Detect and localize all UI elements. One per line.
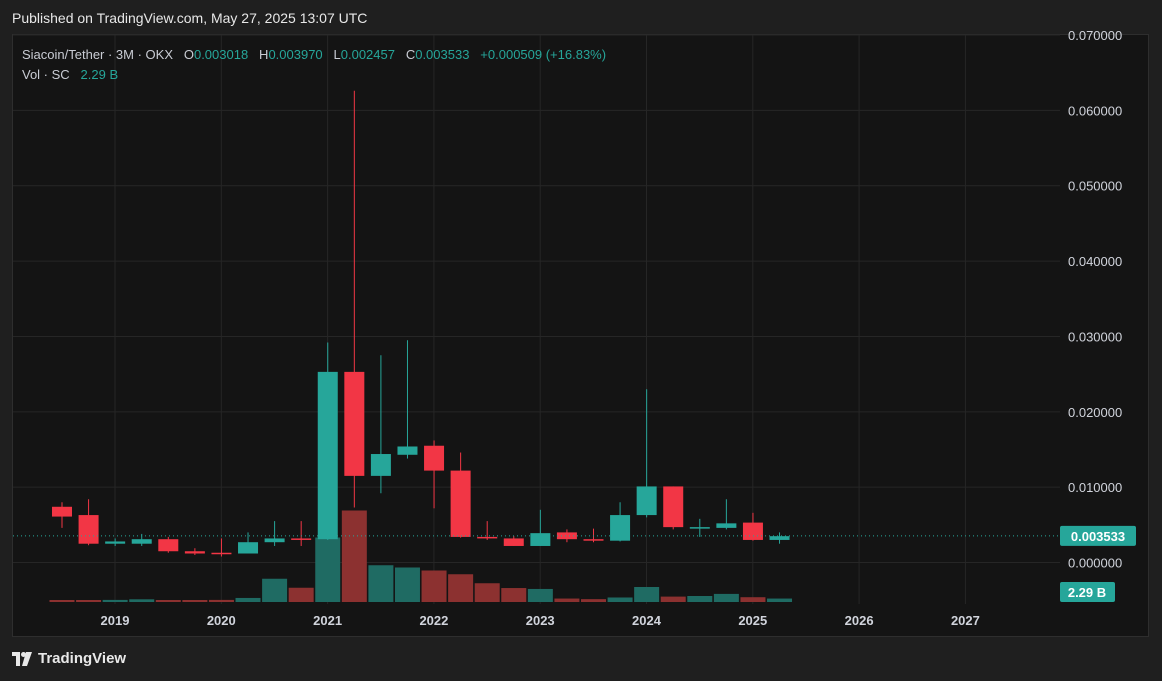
candle-body — [184, 551, 205, 554]
volume-bar — [554, 598, 580, 602]
candle-body — [610, 515, 631, 541]
brand-name: TradingView — [38, 650, 127, 667]
volume-bar — [448, 574, 474, 602]
volume-bar — [474, 583, 500, 602]
candle-body — [370, 454, 391, 476]
y-tick-label: 0.010000 — [1068, 480, 1122, 495]
volume-bar — [740, 597, 766, 602]
volume-bar — [421, 570, 447, 602]
x-tick-label: 2021 — [313, 613, 342, 628]
volume-bar — [182, 600, 208, 602]
candle-body — [105, 541, 126, 544]
y-tick-label: 0.030000 — [1068, 329, 1122, 344]
x-tick-label: 2025 — [738, 613, 767, 628]
x-tick-label: 2023 — [526, 613, 555, 628]
volume-bar — [394, 567, 420, 602]
volume-bar — [527, 588, 553, 602]
candle-body — [424, 445, 445, 471]
volume-bar — [341, 510, 367, 602]
candle-body — [742, 522, 763, 540]
x-tick-label: 2022 — [419, 613, 448, 628]
volume-bar — [687, 596, 713, 602]
y-tick-label: 0.000000 — [1068, 556, 1122, 571]
candle-body — [211, 552, 232, 555]
change-value: +0.000509 (+16.83%) — [480, 47, 607, 62]
volume-bar — [713, 593, 739, 602]
volume-bar — [607, 597, 633, 602]
candle-body — [477, 536, 498, 539]
volume-bar — [129, 599, 155, 602]
tradingview-logo[interactable]: TradingView — [12, 650, 126, 667]
last-volume-badge — [1060, 582, 1115, 602]
candle-body — [291, 538, 312, 540]
y-tick-label: 0.020000 — [1068, 405, 1122, 420]
candle-body — [636, 486, 657, 516]
x-tick-label: 2019 — [101, 613, 130, 628]
candle-body — [344, 371, 365, 476]
candle-body — [716, 523, 737, 528]
close-value: 0.003533 — [415, 47, 470, 62]
volume-bar — [76, 600, 102, 602]
candle-body — [397, 446, 418, 455]
candle-body — [131, 539, 152, 544]
open-value: 0.003018 — [193, 47, 249, 62]
open-label: O — [183, 47, 194, 62]
symbol-label: Siacoin/Tether · 3M · OKX — [22, 47, 173, 62]
volume-bar — [155, 600, 181, 602]
volume-label: Vol · SC — [22, 67, 70, 82]
candle-body — [769, 536, 790, 540]
volume-value: 2.29 B — [80, 67, 119, 82]
volume-bar — [102, 599, 128, 602]
volume-bar — [660, 596, 686, 602]
last-price-label: 0.003533 — [1071, 529, 1125, 544]
y-tick-label: 0.040000 — [1068, 254, 1122, 269]
published-caption: Published on TradingView.com, May 27, 20… — [12, 10, 368, 26]
volume-bar — [315, 537, 341, 602]
volume-bar — [767, 598, 793, 602]
candle-body — [503, 538, 524, 546]
candle-body — [663, 486, 684, 528]
volume-bar — [368, 565, 394, 602]
x-tick-label: 2024 — [632, 613, 662, 628]
volume-bar — [288, 587, 314, 602]
volume-bar — [581, 599, 606, 602]
candle-body — [52, 506, 72, 517]
volume-row: Vol · SC 2.29 B — [22, 65, 606, 85]
chart-frame[interactable] — [12, 34, 1149, 637]
y-tick-label: 0.070000 — [1068, 28, 1122, 43]
tradingview-logo-icon — [12, 651, 32, 666]
x-tick-label: 2020 — [207, 613, 236, 628]
high-value: 0.003970 — [268, 47, 323, 62]
candle-body — [238, 542, 259, 554]
low-label: L — [333, 47, 341, 62]
x-tick-label: 2026 — [845, 613, 874, 628]
y-tick-label: 0.060000 — [1068, 103, 1122, 118]
close-label: C — [405, 47, 416, 62]
candle-body — [583, 539, 604, 541]
x-tick-label: 2027 — [951, 613, 980, 628]
candle-body — [450, 470, 471, 537]
volume-bar — [235, 597, 261, 602]
ohlc-row: Siacoin/Tether · 3M · OKX O0.003018 H0.0… — [22, 45, 606, 65]
y-tick-label: 0.050000 — [1068, 179, 1122, 194]
volume-bar — [208, 599, 234, 602]
candle-body — [689, 527, 710, 529]
chart-legend: Siacoin/Tether · 3M · OKX O0.003018 H0.0… — [22, 45, 606, 85]
candle-body — [530, 533, 551, 546]
high-label: H — [259, 47, 269, 62]
volume-bar — [262, 578, 288, 602]
volume-bar — [501, 588, 527, 602]
volume-bar — [49, 600, 75, 602]
candle-body — [264, 538, 285, 543]
candle-body — [78, 515, 99, 544]
low-value: 0.002457 — [340, 47, 395, 62]
last-volume-label: 2.29 B — [1068, 585, 1106, 600]
candle-body — [317, 371, 338, 540]
last-price-badge — [1060, 525, 1136, 546]
volume-bar — [634, 587, 660, 602]
candle-body — [158, 539, 179, 552]
candle-body — [556, 532, 577, 540]
